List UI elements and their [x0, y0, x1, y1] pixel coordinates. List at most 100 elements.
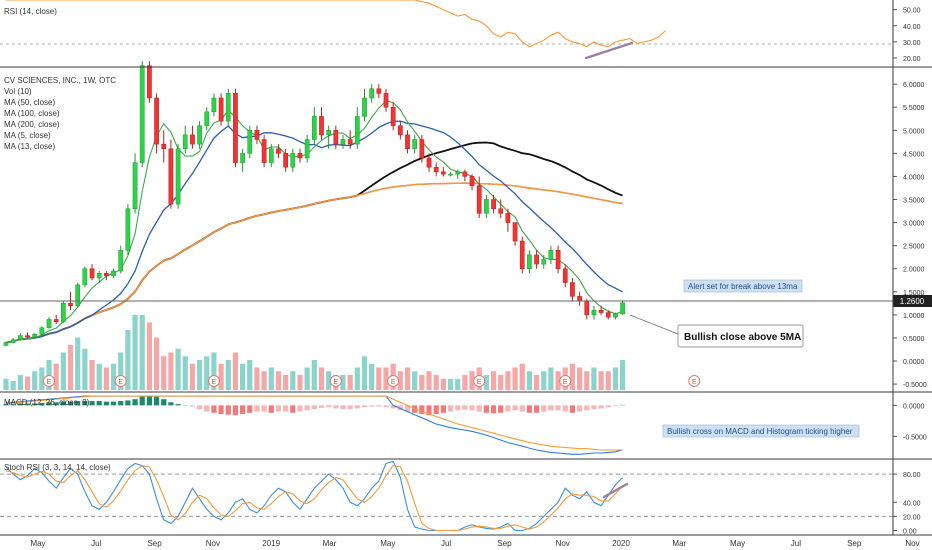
ma-200-line	[5, 182, 623, 344]
volume-bar	[10, 381, 16, 390]
candle-body	[168, 148, 174, 205]
macd-histogram-bar	[96, 401, 102, 406]
study-label: Vol (10)	[4, 87, 32, 96]
volume-bar	[290, 371, 296, 390]
volume-bar	[304, 367, 310, 390]
candle-body	[455, 171, 461, 175]
volume-bar	[462, 375, 468, 390]
candle-body	[591, 310, 597, 316]
candle-body	[118, 250, 124, 272]
earnings-icon-letter: E	[391, 379, 396, 386]
candle-body	[247, 130, 253, 154]
volume-bar	[196, 360, 203, 390]
stoch-trendline	[602, 482, 629, 499]
macd-histogram	[3, 395, 626, 416]
rsi-label: RSI (14, close)	[4, 7, 57, 16]
volume-bar	[440, 378, 446, 390]
price-tick-label: 4.5000	[903, 151, 925, 158]
stoch-tick-label: 80.00	[903, 472, 921, 479]
candle-body	[53, 319, 59, 323]
macd-histogram-bar	[118, 401, 124, 406]
candle-body	[82, 268, 88, 286]
macd-histogram-bar	[462, 405, 468, 410]
candle-body	[527, 254, 532, 269]
macd-histogram-bar	[440, 405, 446, 413]
volume-bar	[340, 375, 346, 390]
macd-histogram-bar	[419, 405, 425, 415]
macd-histogram-bar	[10, 404, 16, 406]
macd-histogram-bar	[605, 405, 611, 408]
candle-body	[562, 268, 568, 283]
candle-body	[175, 148, 181, 205]
volume-bar	[118, 352, 124, 390]
volume-bar	[512, 367, 518, 390]
macd-histogram-bar	[383, 405, 389, 408]
macd-annotation-box	[662, 424, 860, 438]
price-tick-label: 2.5000	[903, 244, 925, 251]
volume-bar	[67, 345, 74, 390]
candle-body	[10, 339, 16, 343]
macd-histogram-bar	[232, 405, 239, 416]
stoch-rsi-pane: 80.00 40.00 20.00 0.00 Stoch RSI (3, 3, 14,…	[0, 460, 921, 535]
candle-body	[548, 250, 554, 260]
volume-bar	[354, 367, 360, 390]
candle-body	[426, 157, 432, 168]
stoch-d-line	[5, 464, 624, 532]
volume-bar	[204, 356, 210, 390]
macd-histogram-bar	[354, 405, 360, 409]
macd-histogram-bar	[82, 401, 88, 406]
price-tick-label: 0.5000	[903, 336, 925, 343]
rsi-tick-label: 50.00	[903, 8, 921, 15]
macd-histogram-bar	[541, 405, 547, 412]
price-tick-label: 2.0000	[903, 267, 925, 274]
macd-histogram-bar	[32, 403, 38, 406]
macd-histogram-bar	[261, 405, 267, 412]
candle-body	[319, 116, 324, 136]
time-tick-label: 2019	[262, 539, 280, 548]
ma-5-line	[5, 100, 623, 344]
bullish-close-callout	[677, 324, 804, 348]
earnings-icon	[387, 375, 400, 387]
volume-bar	[376, 367, 382, 390]
volume-bar	[132, 315, 138, 390]
candle-body	[433, 166, 439, 173]
macd-histogram-bar	[254, 405, 260, 412]
macd-histogram-bar	[24, 403, 31, 406]
candle-body	[605, 312, 611, 318]
volume-bar	[46, 360, 52, 390]
candle-body	[383, 93, 389, 108]
macd-histogram-bar	[404, 405, 411, 412]
rsi-pane: RSI (14, close) 50.00 40.00 30.00 20.00	[0, 0, 921, 63]
study-label: MA (200, close)	[4, 120, 60, 129]
last-price-label: 1.2600	[900, 297, 925, 306]
macd-histogram-bar	[569, 405, 576, 413]
volume-bar	[146, 322, 152, 390]
price-pane: 6.0000 5.5000 5.0000 4.5000 4.0000 3.5000 3.00…	[0, 61, 932, 390]
candle-body	[469, 176, 475, 186]
macd-histogram-bar	[490, 405, 497, 414]
earnings-icon	[688, 375, 701, 387]
volume-bar	[433, 375, 439, 390]
candle-body	[254, 130, 260, 140]
stoch-rsi-lines	[0, 460, 893, 532]
volume-bar	[483, 375, 489, 390]
volume-bar	[110, 363, 117, 390]
volume-bar	[254, 367, 260, 390]
candle-body	[419, 139, 425, 159]
volume-bar	[397, 371, 403, 390]
macd-histogram-bar	[283, 405, 289, 412]
macd-histogram-bar	[347, 405, 353, 410]
candle-body	[405, 134, 410, 150]
candle-body	[369, 88, 375, 99]
earnings-icon	[207, 375, 220, 387]
rsi-trendline	[584, 41, 634, 60]
candle-body	[534, 254, 539, 265]
macd-histogram-bar	[555, 405, 561, 411]
macd-tick-label: 0.0000	[903, 403, 925, 410]
rsi-series	[6, 0, 666, 48]
moving-average-lines	[5, 100, 623, 344]
volume-bar	[268, 367, 274, 390]
